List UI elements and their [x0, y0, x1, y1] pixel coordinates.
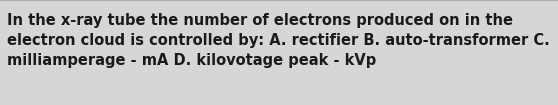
Text: In the x-ray tube the number of electrons produced on in the
electron cloud is c: In the x-ray tube the number of electron… [7, 13, 550, 68]
